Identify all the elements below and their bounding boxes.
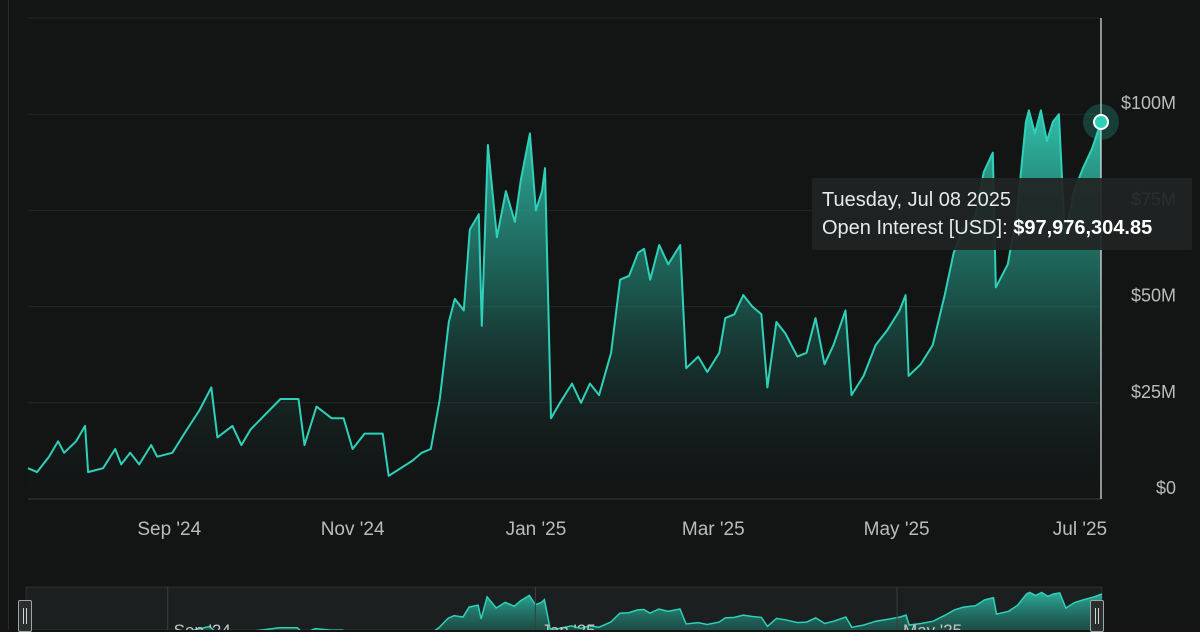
crosshair xyxy=(1083,18,1119,499)
y-tick-label: $100M xyxy=(1121,93,1176,113)
frame-edge xyxy=(8,0,9,630)
x-tick-label: Sep '24 xyxy=(137,519,201,540)
navigator-tick-label: May '25 xyxy=(903,621,962,630)
x-tick-label: Jan '25 xyxy=(506,519,567,540)
series-area xyxy=(27,109,1102,500)
y-tick-label: $0 xyxy=(1156,478,1176,498)
y-tick-label: $25M xyxy=(1131,382,1176,402)
tooltip-label: Open Interest [USD]: xyxy=(822,217,1008,239)
series-area-fill xyxy=(28,110,1101,500)
series-line xyxy=(27,109,1102,477)
navigator-area xyxy=(26,592,1102,630)
tooltip-date: Tuesday, Jul 08 2025 xyxy=(822,189,1012,211)
navigator-tick-label: Jan '25 xyxy=(541,621,595,630)
x-tick-label: May '25 xyxy=(864,519,930,540)
x-tick-label: Nov '24 xyxy=(321,519,385,540)
y-tick-label: $50M xyxy=(1131,286,1176,306)
navigator-line xyxy=(189,591,1103,630)
navigator-tick-label: Sep '24 xyxy=(174,621,231,630)
marker-point xyxy=(1093,113,1109,130)
tooltip: Tuesday, Jul 08 2025 Open Interest [USD]… xyxy=(812,178,1192,250)
x-tick-label: Mar '25 xyxy=(682,519,745,540)
range-navigator[interactable]: Sep '24 Jan '25 May '25 xyxy=(25,586,1103,630)
x-axis-tick-labels: Sep '24 Nov '24 Jan '25 Mar '25 May '25 Jul '… xyxy=(137,519,1107,540)
x-tick-label: Jul '25 xyxy=(1053,519,1107,540)
tooltip-row: Open Interest [USD]: $97,976,304.85 xyxy=(822,217,1152,240)
navigator-left-handle[interactable] xyxy=(18,600,32,632)
y-axis-tick-labels: $0$25M$50M$75M$100M xyxy=(1121,93,1176,498)
tooltip-value: $97,976,304.85 xyxy=(1013,217,1153,239)
navigator-right-handle[interactable] xyxy=(1090,600,1104,632)
